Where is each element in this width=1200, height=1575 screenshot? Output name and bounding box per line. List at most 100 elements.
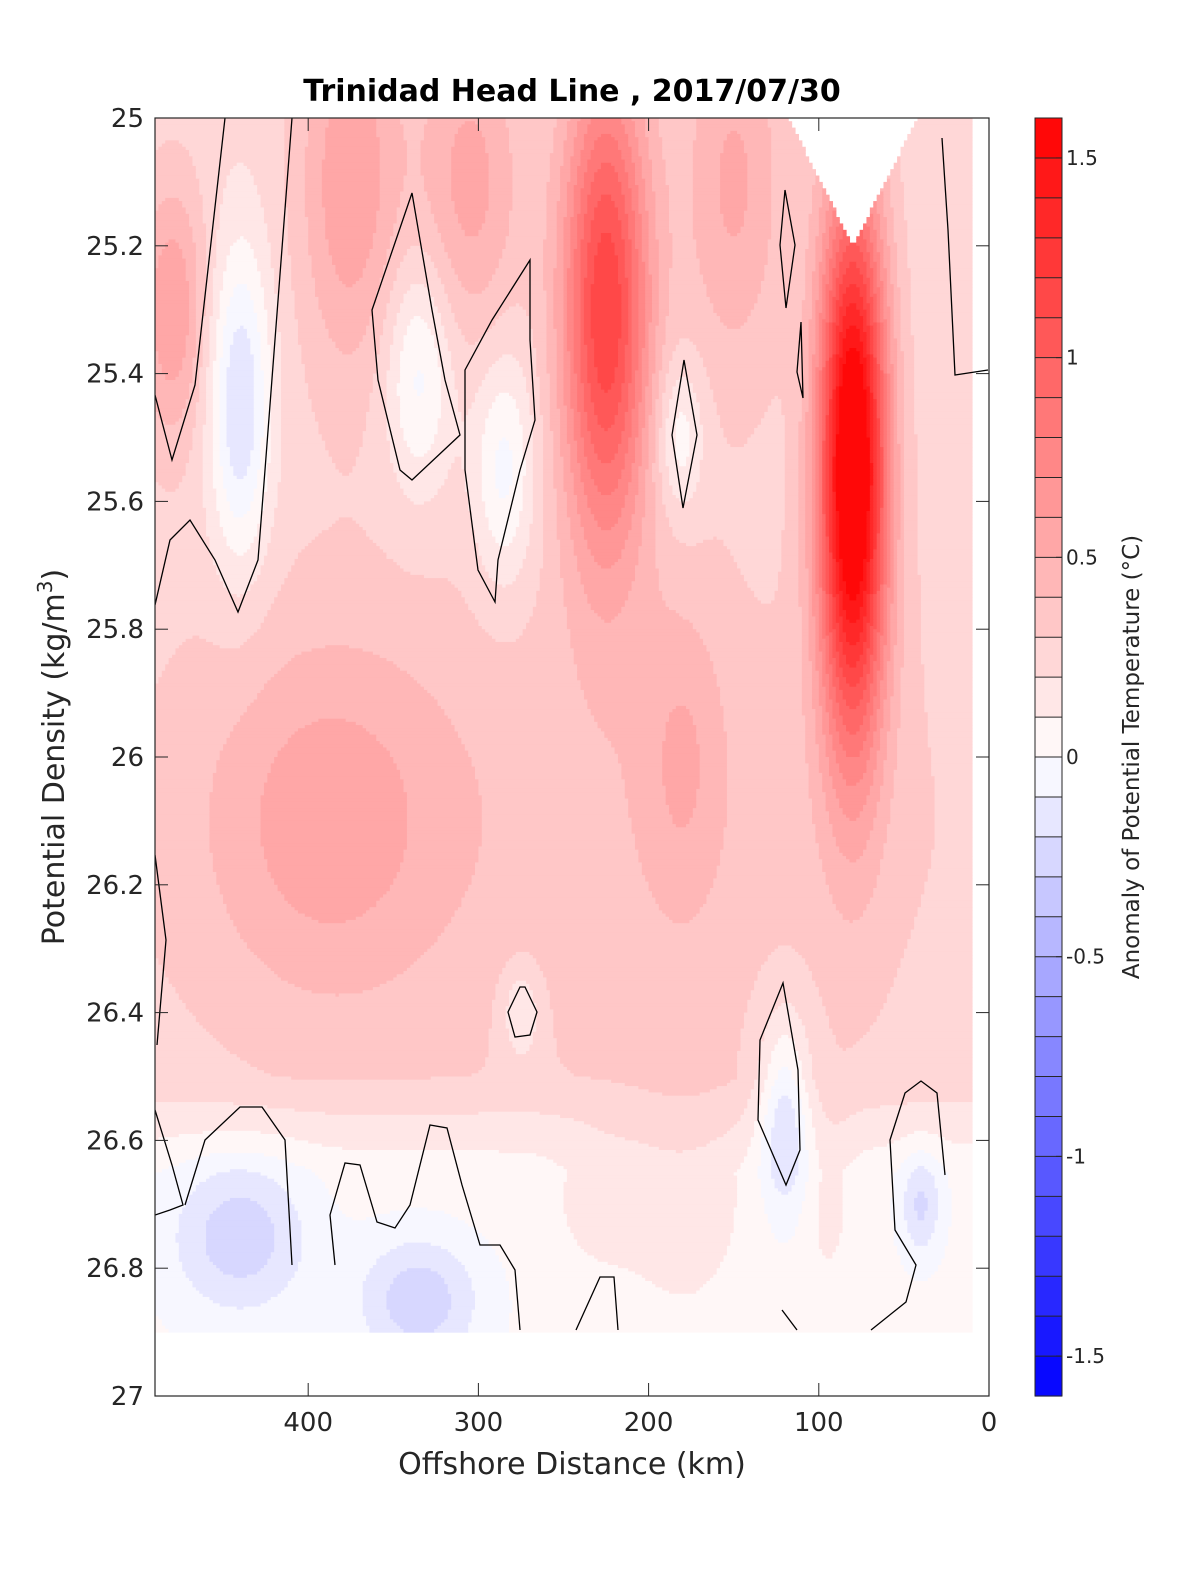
field-cell <box>573 280 582 285</box>
field-cell <box>423 386 442 391</box>
field-cell <box>216 341 224 346</box>
field-cell <box>822 201 830 205</box>
field-cell <box>720 156 748 161</box>
field-cell <box>784 434 799 439</box>
field-cell <box>229 354 255 359</box>
field-cell <box>495 360 520 365</box>
field-cell <box>189 300 197 304</box>
field-cell <box>155 364 163 368</box>
field-cell <box>869 258 874 263</box>
field-cell <box>573 411 582 416</box>
field-cell <box>304 149 326 154</box>
field-cell <box>631 367 639 371</box>
field-cell <box>893 312 902 317</box>
field-cell <box>876 360 881 365</box>
field-cell <box>277 293 296 298</box>
field-cell <box>873 370 878 375</box>
field-cell <box>195 306 207 311</box>
field-cell <box>914 341 973 346</box>
field-cell <box>566 405 571 410</box>
field-cell <box>158 360 183 365</box>
field-cell <box>308 220 326 225</box>
field-cell <box>219 220 265 225</box>
field-cell <box>369 402 388 407</box>
field-cell <box>185 258 197 263</box>
field-cell <box>866 389 871 394</box>
field-cell <box>590 306 622 311</box>
field-cell <box>825 303 830 308</box>
field-cell <box>781 402 803 407</box>
field-cell <box>818 319 823 324</box>
field-cell <box>597 415 616 419</box>
field-cell <box>192 226 207 231</box>
field-cell <box>563 252 571 256</box>
field-cell <box>808 351 816 356</box>
field-cell <box>553 127 568 132</box>
field-cell <box>880 188 891 193</box>
field-cell <box>570 162 582 167</box>
field-cell <box>284 162 306 167</box>
field-cell <box>216 319 228 324</box>
field-cell <box>665 341 680 346</box>
field-cell <box>825 293 830 298</box>
field-cell <box>383 264 401 269</box>
field-cell <box>304 159 323 164</box>
field-cell <box>648 143 663 148</box>
field-cell <box>699 261 769 266</box>
field-cell <box>638 143 650 148</box>
field-cell <box>801 405 810 410</box>
field-cell <box>859 248 868 253</box>
field-cell <box>638 332 646 336</box>
field-cell <box>219 306 228 311</box>
field-cell <box>328 332 367 336</box>
field-cell <box>801 348 810 352</box>
field-cell <box>863 379 868 384</box>
field-cell <box>580 210 588 215</box>
field-cell <box>308 133 326 138</box>
field-cell <box>839 418 868 423</box>
field-cell <box>658 309 670 314</box>
field-cell <box>185 274 197 279</box>
field-cell <box>583 213 595 218</box>
field-cell <box>641 383 650 387</box>
field-cell <box>573 293 582 298</box>
field-cell <box>549 162 565 167</box>
field-cell <box>811 293 820 298</box>
field-cell <box>641 392 646 397</box>
field-cell <box>890 245 898 250</box>
field-cell <box>876 427 881 432</box>
field-cell <box>297 319 326 324</box>
field-cell <box>648 424 656 429</box>
field-cell <box>509 217 548 221</box>
field-cell <box>403 341 435 346</box>
field-cell <box>886 325 891 330</box>
field-cell <box>631 335 639 340</box>
field-cell <box>325 233 374 237</box>
field-cell <box>648 364 656 368</box>
field-cell <box>556 354 565 359</box>
field-cell <box>880 306 885 311</box>
field-cell <box>873 344 878 349</box>
field-cell <box>590 156 622 161</box>
field-cell <box>379 284 394 288</box>
field-cell <box>366 415 388 419</box>
field-cell <box>669 402 701 407</box>
field-cell <box>212 389 221 394</box>
field-cell <box>570 379 578 384</box>
field-cell <box>195 268 207 272</box>
field-cell <box>801 370 810 375</box>
field-cell <box>811 408 816 413</box>
field-cell <box>563 293 568 298</box>
field-cell <box>880 370 885 375</box>
field-cell <box>631 146 639 151</box>
field-cell <box>873 248 878 253</box>
field-cell <box>454 316 500 320</box>
field-cell <box>866 434 871 439</box>
field-cell <box>829 274 834 279</box>
field-cell <box>454 383 483 387</box>
field-cell <box>617 261 626 266</box>
field-cell <box>430 258 452 263</box>
field-cell <box>621 316 629 320</box>
field-cell <box>672 264 701 269</box>
